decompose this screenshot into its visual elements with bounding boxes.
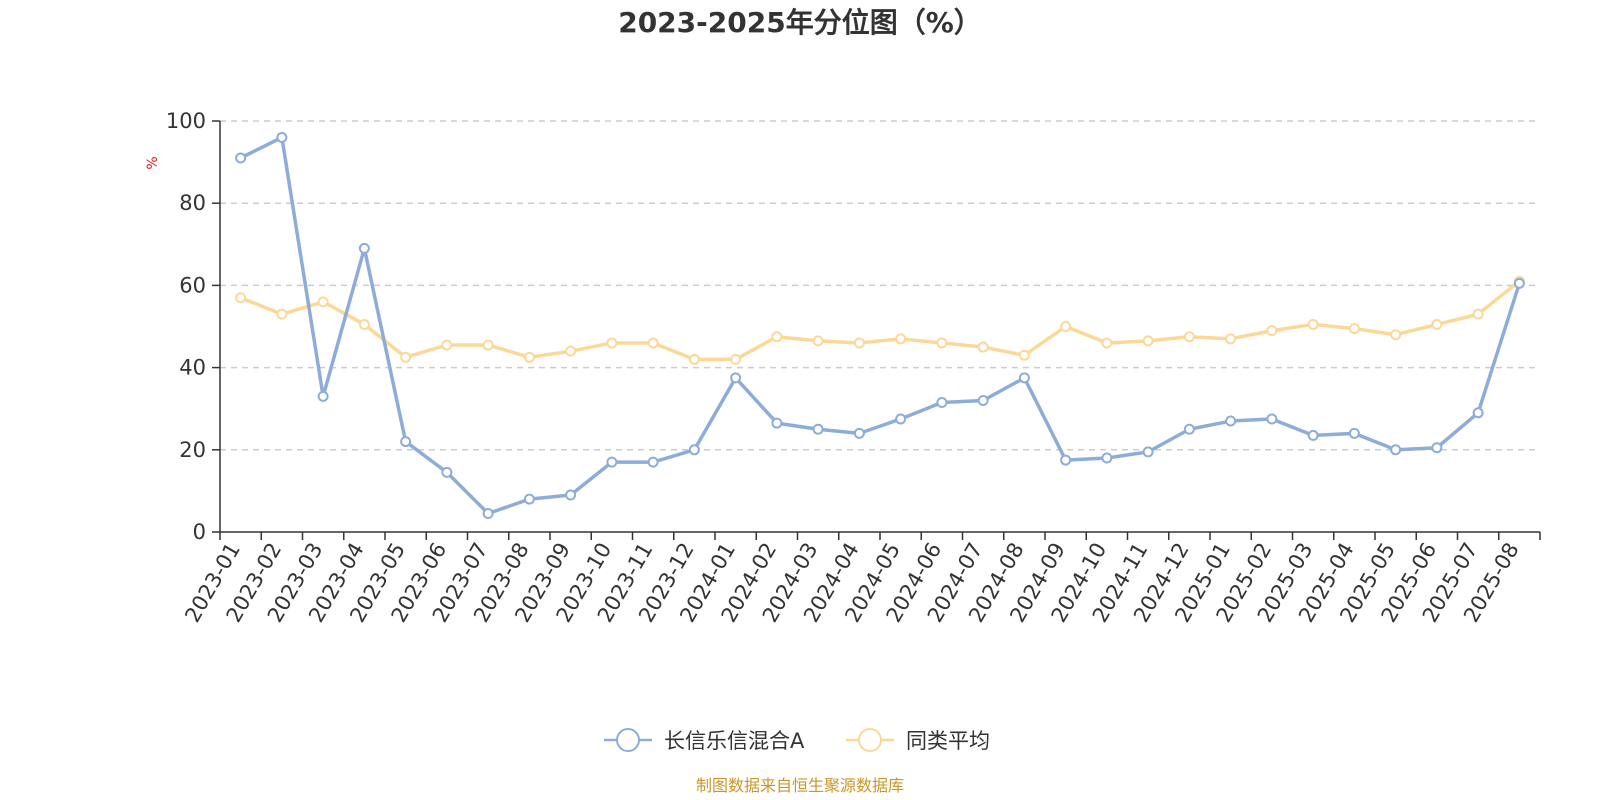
legend-item-2[interactable]: 同类平均 bbox=[846, 728, 990, 753]
data-point[interactable] bbox=[1390, 329, 1402, 341]
data-point[interactable] bbox=[482, 508, 494, 520]
data-point[interactable] bbox=[1513, 277, 1525, 289]
data-point[interactable] bbox=[1266, 325, 1278, 337]
data-point[interactable] bbox=[853, 337, 865, 349]
data-point[interactable] bbox=[235, 292, 247, 304]
data-point[interactable] bbox=[1431, 442, 1443, 454]
data-point[interactable] bbox=[647, 456, 659, 468]
series-line bbox=[239, 135, 1522, 516]
source-note: 制图数据来自恒生聚源数据库 bbox=[696, 776, 904, 795]
legend: 长信乐信混合A 同类平均 bbox=[604, 728, 990, 753]
y-tick-label: 20 bbox=[179, 438, 206, 462]
data-point[interactable] bbox=[1018, 349, 1030, 361]
data-point[interactable] bbox=[1307, 318, 1319, 330]
data-point[interactable] bbox=[812, 423, 824, 435]
y-tick-label: 40 bbox=[179, 356, 206, 380]
data-point[interactable] bbox=[1348, 427, 1360, 439]
x-tick-labels: 2023-012023-022023-032023-042023-052023-… bbox=[180, 539, 1523, 627]
data-point[interactable] bbox=[977, 341, 989, 353]
data-point[interactable] bbox=[853, 427, 865, 439]
data-point[interactable] bbox=[276, 131, 288, 143]
y-tick-label: 60 bbox=[179, 273, 206, 297]
data-point[interactable] bbox=[1018, 372, 1030, 384]
legend-item-1[interactable]: 长信乐信混合A bbox=[604, 728, 805, 753]
data-point[interactable] bbox=[1472, 308, 1484, 320]
data-point[interactable] bbox=[482, 339, 494, 351]
data-point[interactable] bbox=[441, 339, 453, 351]
data-point[interactable] bbox=[606, 337, 618, 349]
data-point[interactable] bbox=[358, 318, 370, 330]
data-point[interactable] bbox=[400, 436, 412, 448]
data-point[interactable] bbox=[235, 152, 247, 164]
data-point[interactable] bbox=[730, 372, 742, 384]
legend-label: 同类平均 bbox=[906, 729, 990, 753]
chart-title: 2023-2025年分位图（%） bbox=[618, 6, 982, 39]
data-point[interactable] bbox=[1225, 415, 1237, 427]
data-point[interactable] bbox=[1390, 444, 1402, 456]
data-point[interactable] bbox=[936, 337, 948, 349]
data-point[interactable] bbox=[276, 308, 288, 320]
data-point[interactable] bbox=[1307, 429, 1319, 441]
data-point[interactable] bbox=[565, 489, 577, 501]
data-point[interactable] bbox=[606, 456, 618, 468]
data-point[interactable] bbox=[317, 390, 329, 402]
data-point[interactable] bbox=[1431, 318, 1443, 330]
data-point[interactable] bbox=[1060, 454, 1072, 466]
data-point[interactable] bbox=[358, 242, 370, 254]
data-point[interactable] bbox=[771, 331, 783, 343]
data-point[interactable] bbox=[895, 333, 907, 345]
y-tick-labels: 0 20 40 60 80 100 bbox=[166, 109, 206, 544]
series-layer bbox=[235, 131, 1525, 520]
data-point[interactable] bbox=[1472, 407, 1484, 419]
data-point[interactable] bbox=[647, 337, 659, 349]
data-point[interactable] bbox=[1142, 335, 1154, 347]
data-point[interactable] bbox=[1101, 452, 1113, 464]
series-2 bbox=[235, 275, 1525, 365]
axes bbox=[212, 120, 1541, 540]
data-point[interactable] bbox=[1266, 413, 1278, 425]
y-tick-label: 100 bbox=[166, 109, 206, 133]
data-point[interactable] bbox=[688, 353, 700, 365]
data-point[interactable] bbox=[1183, 331, 1195, 343]
data-point[interactable] bbox=[936, 397, 948, 409]
data-point[interactable] bbox=[523, 493, 535, 505]
y-tick-label: 0 bbox=[193, 520, 206, 544]
data-point[interactable] bbox=[441, 466, 453, 478]
data-point[interactable] bbox=[1060, 321, 1072, 332]
data-point[interactable] bbox=[688, 444, 700, 456]
y-tick-label: 80 bbox=[179, 191, 206, 215]
data-point[interactable] bbox=[523, 351, 535, 363]
data-point[interactable] bbox=[1183, 423, 1195, 435]
data-point[interactable] bbox=[1225, 333, 1237, 345]
legend-marker bbox=[616, 728, 640, 752]
data-point[interactable] bbox=[730, 353, 742, 365]
series-1 bbox=[235, 131, 1525, 520]
y-axis-label: % bbox=[145, 156, 161, 169]
data-point[interactable] bbox=[317, 296, 329, 308]
data-point[interactable] bbox=[565, 345, 577, 357]
data-point[interactable] bbox=[400, 351, 412, 363]
data-point[interactable] bbox=[977, 394, 989, 406]
data-point[interactable] bbox=[1348, 323, 1360, 335]
data-point[interactable] bbox=[895, 413, 907, 425]
data-point[interactable] bbox=[1142, 446, 1154, 458]
legend-label: 长信乐信混合A bbox=[664, 729, 805, 753]
series-line bbox=[239, 279, 1521, 362]
data-point[interactable] bbox=[812, 335, 824, 347]
legend-marker bbox=[858, 728, 882, 752]
grid-lines bbox=[220, 120, 1540, 451]
data-point[interactable] bbox=[1101, 337, 1113, 349]
data-point[interactable] bbox=[771, 417, 783, 429]
